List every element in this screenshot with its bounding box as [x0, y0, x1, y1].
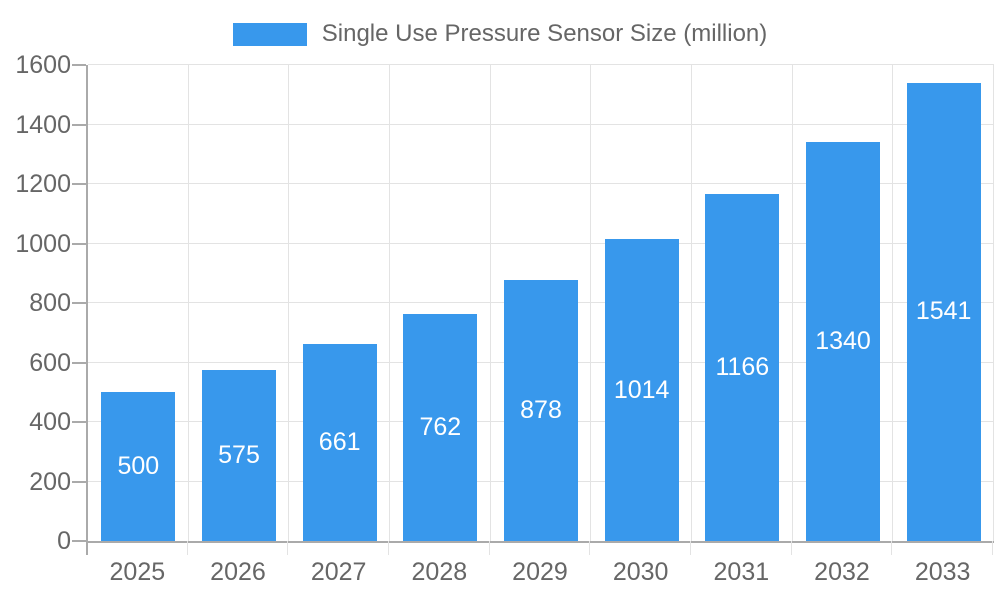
bar: 661 [302, 344, 377, 541]
y-axis-tick [72, 540, 86, 542]
x-tick-label: 2029 [512, 558, 568, 586]
x-axis-tick [589, 541, 591, 555]
bar-value-label: 1541 [915, 297, 972, 326]
legend-swatch [232, 22, 307, 46]
x-axis-tick [891, 541, 893, 555]
x-tick-label: 2030 [612, 558, 669, 586]
x-axis-tick [488, 541, 490, 555]
x-gridline [892, 65, 894, 541]
y-tick-label: 600 [29, 348, 71, 377]
bar: 1166 [705, 194, 780, 541]
x-gridline [187, 65, 189, 541]
y-axis-tick [72, 302, 86, 304]
x-gridline [489, 65, 491, 541]
bar-value-label: 762 [419, 413, 462, 442]
y-tick-label: 400 [29, 408, 71, 436]
bar-value-label: 878 [520, 395, 562, 424]
bar-value-label: 1166 [715, 353, 770, 382]
bar: 1014 [604, 239, 679, 541]
x-gridline [691, 65, 692, 541]
x-axis-tick axis-tick [86, 541, 88, 555]
x-axis-tick [186, 541, 188, 555]
y-axis-tick [72, 123, 86, 126]
y-axis-tick [72, 183, 86, 185]
x-tick-label: 2031 [713, 558, 770, 586]
y-tick-label: 800 [29, 289, 71, 317]
bar-value-label: 1340 [815, 327, 871, 356]
y-tick-label: 200 [29, 467, 71, 496]
x-tick-label: 2033 [914, 558, 971, 586]
bar: 500 [101, 392, 176, 541]
x-tick-label: 2032 [814, 558, 870, 586]
y-tick-label: 1200 [15, 170, 71, 198]
y-tick-label: 1600 [15, 51, 71, 79]
x-axis-tick [690, 541, 691, 555]
y-tick-label: 1000 [15, 229, 71, 258]
y-tick-label: 0 [57, 527, 71, 555]
bar-value-label: 500 [117, 452, 160, 481]
x-tick-label: 2026 [210, 558, 266, 586]
legend-item[interactable]: Single Use Pressure Sensor Size (million… [0, 20, 1000, 48]
x-gridline [288, 65, 290, 541]
bar-value-label: 575 [218, 440, 260, 469]
x-axis-tick [790, 541, 792, 555]
x-gridline [993, 65, 994, 541]
y-tick-label: 1400 [15, 110, 71, 139]
y-axis-tick [72, 64, 86, 66]
x-tick-label: 2028 [411, 558, 468, 586]
x-axis-tick [388, 541, 389, 555]
plot-area: 500 575 661 762 878 1014 1166 1340 1541 [86, 64, 994, 543]
bar: 1340 [806, 142, 880, 541]
x-axis-tick [287, 541, 289, 555]
legend-label: Single Use Pressure Sensor Size (million… [321, 20, 768, 47]
x-gridline [590, 65, 592, 541]
x-tick-label: 2027 [310, 558, 367, 586]
bar: 1541 [906, 82, 981, 541]
y-axis-tick [72, 421, 86, 423]
y-axis-tick [72, 480, 86, 483]
x-gridline [389, 65, 390, 541]
y-gridline [88, 123, 994, 125]
bar-value-label: 661 [318, 428, 361, 457]
bar: 878 [504, 279, 578, 541]
y-axis-tick [72, 361, 86, 364]
bar: 575 [202, 369, 276, 541]
y-gridline [88, 242, 994, 244]
y-gridline [88, 64, 994, 65]
bar-value-label: 1014 [613, 375, 670, 404]
y-axis-tick [72, 242, 86, 245]
x-tick-label: 2025 [109, 558, 166, 586]
x-axis-tick [992, 541, 993, 555]
x-gridline [791, 65, 793, 541]
y-gridline [88, 183, 994, 184]
bar: 762 [403, 314, 478, 541]
